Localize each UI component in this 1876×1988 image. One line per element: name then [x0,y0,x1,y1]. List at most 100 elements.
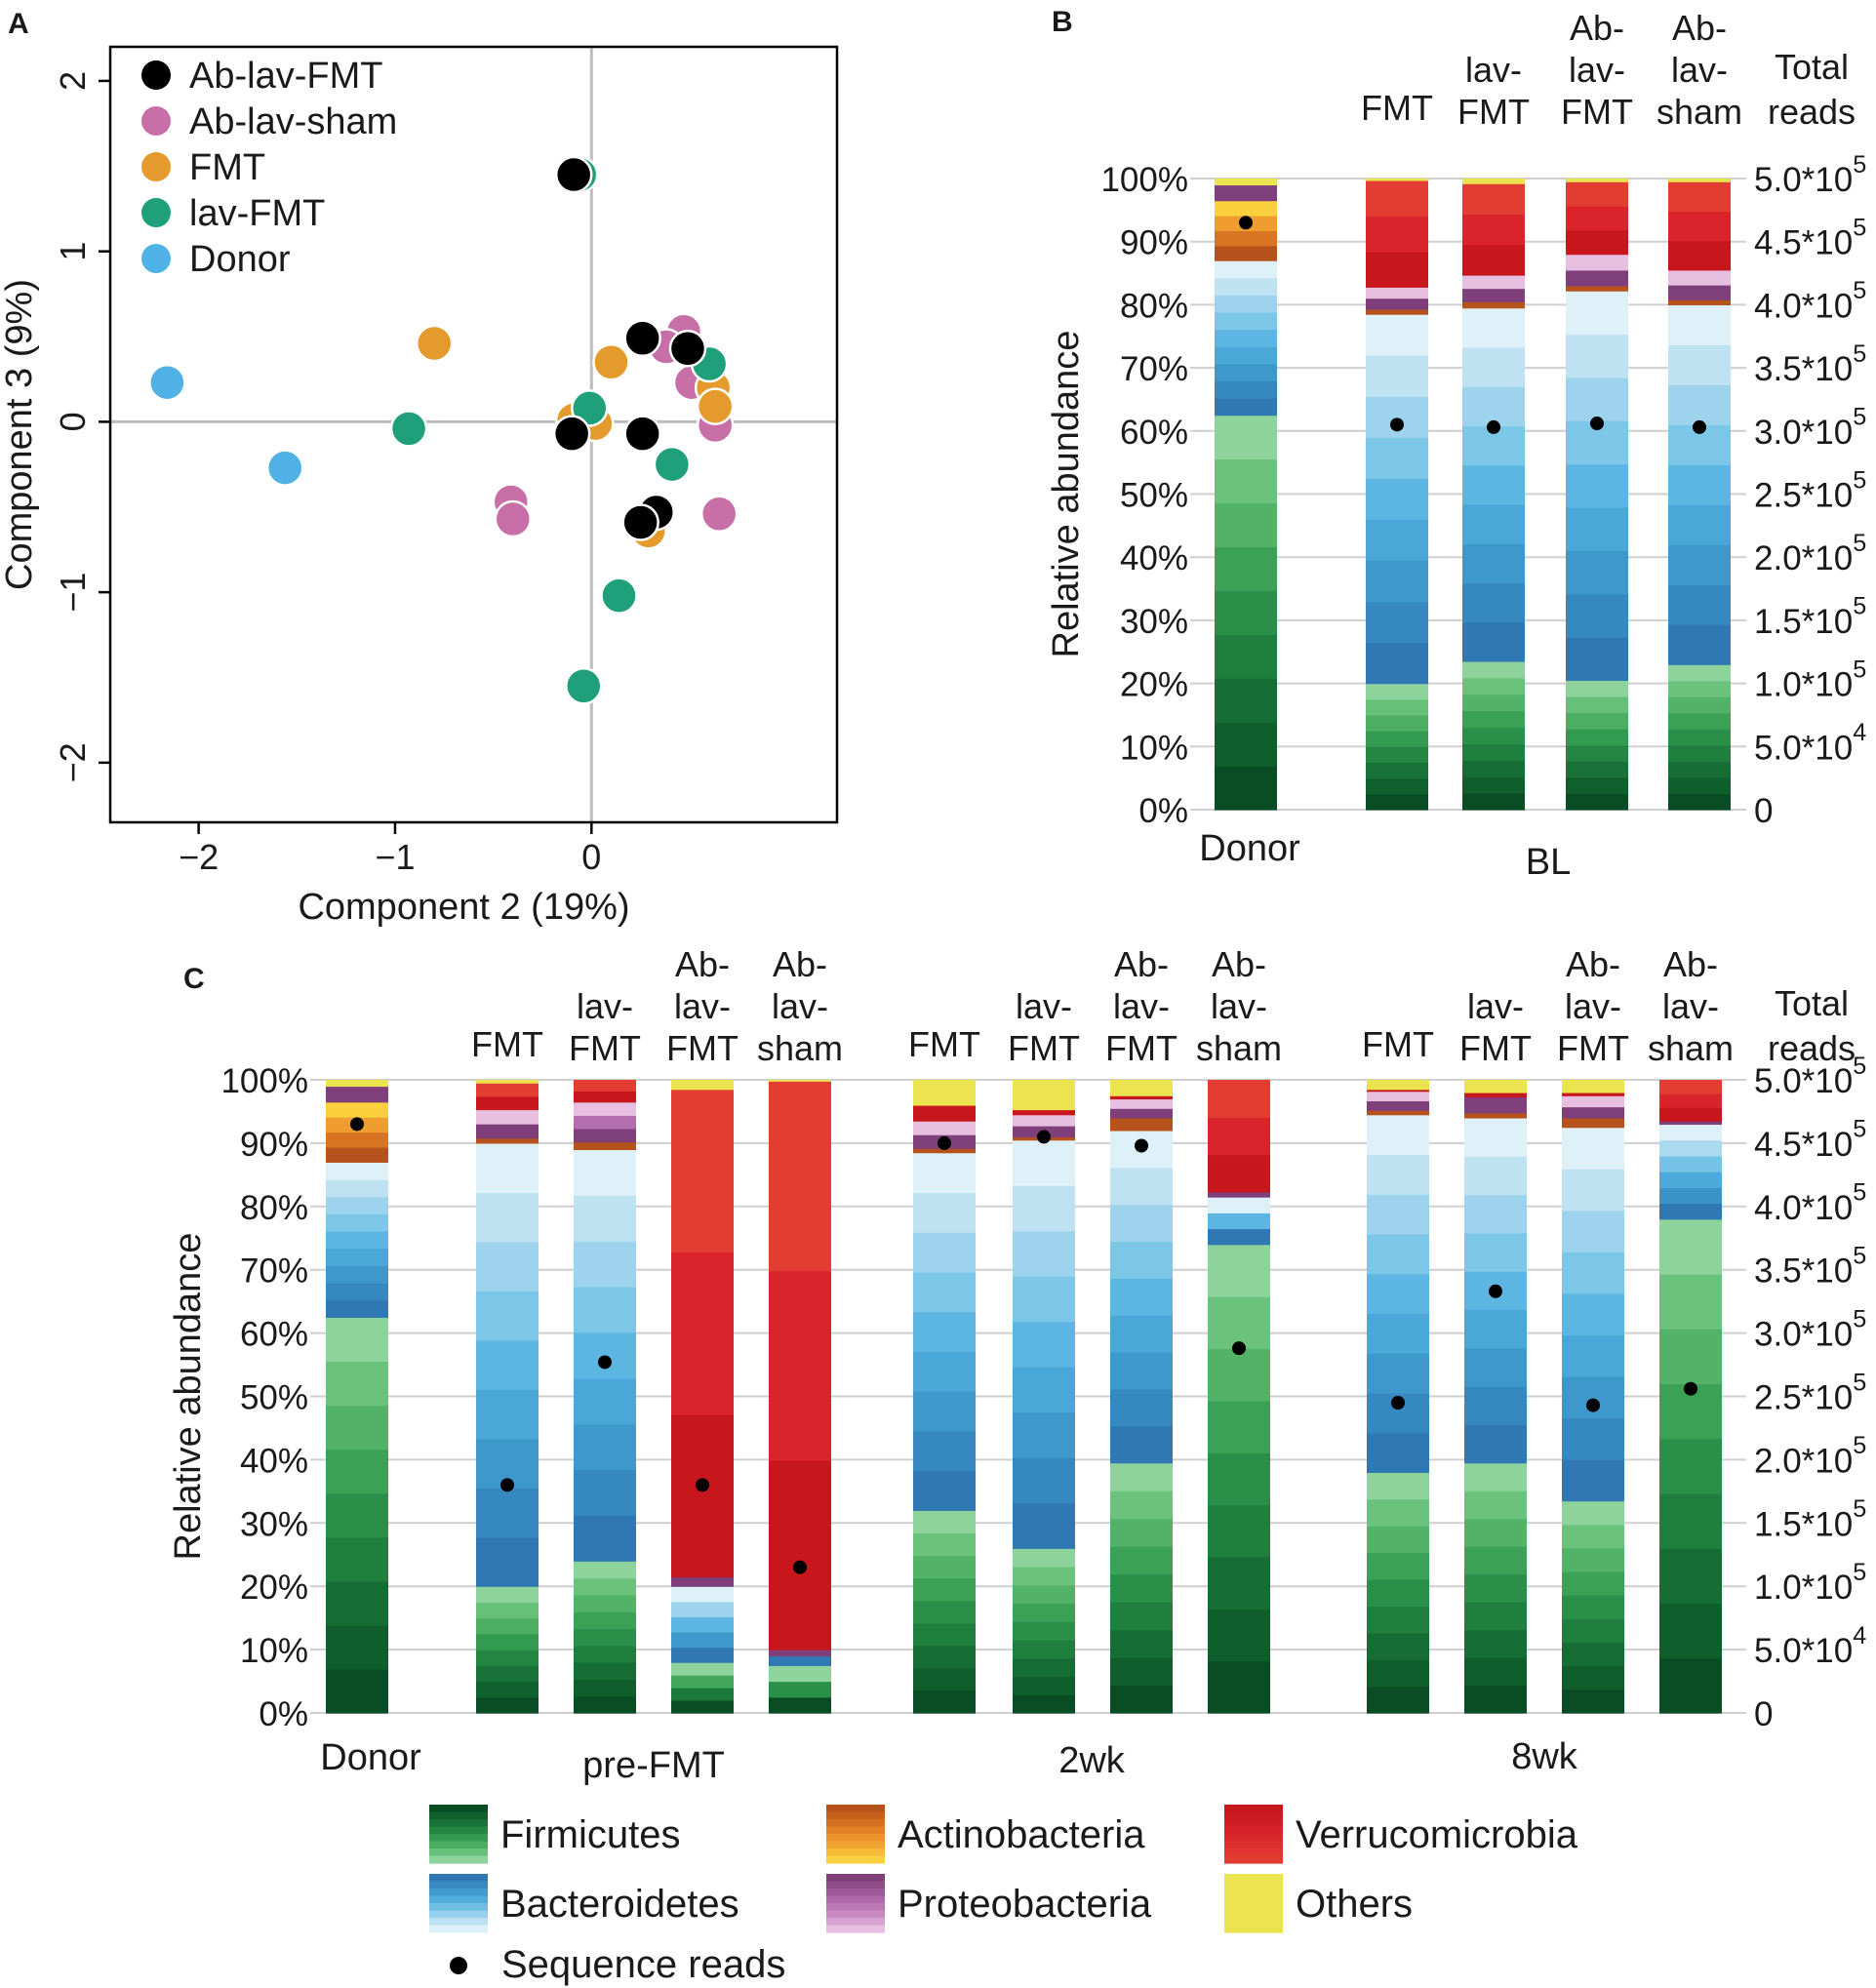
bar-segment-bacteroidetes [476,1488,539,1538]
legend-swatch-band [1224,1834,1283,1843]
bar-segment-others [326,1080,388,1088]
bar-segment-firmicutes [1659,1493,1722,1549]
bar-segment-firmicutes [913,1577,976,1602]
y2-tick-label: 2.0*105 [1754,530,1866,577]
stacked-bar [671,1080,734,1714]
bar-segment-others [1367,1080,1429,1091]
bar-segment-firmicutes [574,1679,636,1697]
bar-segment-verrucomicrobia [769,1459,831,1650]
bar-segment-actinobacteria [326,1146,388,1163]
group-label: 8wk [1511,1736,1578,1777]
y2-tick-label: 3.0*105 [1754,404,1866,452]
bar-segment-firmicutes [326,1492,388,1538]
legend-marker [141,60,171,90]
bar-segment-firmicutes [1110,1657,1173,1687]
bar-segment-bacteroidetes [1013,1230,1075,1277]
y2-tick-label: 5.0*104 [1754,719,1866,767]
bar-segment-bacteroidetes [1013,1185,1075,1232]
bar-segment-proteobacteria [1367,1091,1429,1102]
bar-segment-firmicutes [476,1617,539,1635]
y-tick-label: 70% [1120,350,1188,388]
bar-segment-firmicutes [671,1675,734,1689]
legend-swatch [826,1805,885,1864]
bar-segment-bacteroidetes [326,1299,388,1318]
bar-header-label: lav- [674,986,731,1026]
legend-swatch-band [1224,1903,1283,1912]
bar-segment-bacteroidetes [1110,1167,1173,1206]
bar-segment-proteobacteria [671,1576,734,1587]
bar-segment-verrucomicrobia [671,1252,734,1415]
bar-segment-firmicutes [1462,743,1525,761]
bar-segment-firmicutes [1462,677,1525,696]
bar-segment-proteobacteria [1562,1106,1624,1119]
legend-swatch-band [429,1819,488,1828]
bar-segment-firmicutes [1208,1296,1270,1350]
legend-swatch-band [429,1834,488,1843]
legend-swatch-band [1224,1841,1283,1849]
bar-segment-firmicutes [476,1681,539,1698]
stacked-bar [1659,1080,1722,1714]
sequence-reads-dot [1590,417,1604,431]
bar-segment-bacteroidetes [913,1311,976,1352]
bar-header-label: FMT [1459,1028,1532,1068]
bar-segment-actinobacteria [1668,299,1731,305]
bar-segment-bacteroidetes [1215,277,1277,296]
panel-b: B 0% 10% 20% 30% 40% 50% 60% 70% 80% 90% 100% 0 5.0*1… [1046,6,1866,883]
bar-segment-bacteroidetes [1562,1375,1624,1419]
bar-segment-proteobacteria [1215,184,1277,202]
legend-swatch-band [429,1925,488,1933]
legend-swatch-band [1224,1925,1283,1933]
bar-segment-firmicutes [574,1611,636,1630]
bar-segment-bacteroidetes [1215,346,1277,365]
bar-segment-firmicutes [1562,1500,1624,1526]
bar-segment-actinobacteria [574,1141,636,1150]
bar-segment-bacteroidetes [671,1586,734,1603]
bar-segment-firmicutes [574,1662,636,1680]
legend-label: Ab-lav-FMT [189,56,382,97]
bar-segment-firmicutes [1366,793,1428,811]
sequence-reads-dot [696,1478,709,1492]
group-label: 2wk [1058,1740,1126,1781]
bar-segment-firmicutes [1668,776,1731,795]
bar-segment-bacteroidetes [1462,543,1525,584]
bar-segment-verrucomicrobia [1659,1107,1722,1122]
bar-segment-verrucomicrobia [1208,1080,1270,1118]
bar-segment-bacteroidetes [1013,1411,1075,1458]
stacked-bar [1464,1080,1527,1714]
bar-segment-others [913,1080,976,1106]
stacked-bar [1566,179,1628,811]
y-tick-label: 60% [1120,414,1188,452]
bar-segment-verrucomicrobia [574,1091,636,1103]
legend-swatch-band [1224,1910,1283,1919]
bar-segment-bacteroidetes [1668,624,1731,665]
bar-segment-proteobacteria [476,1109,539,1125]
bar-segment-firmicutes [913,1645,976,1669]
bar-segment-bacteroidetes [574,1287,636,1333]
scatter-points [148,155,738,705]
bar-segment-firmicutes [1668,664,1731,682]
bar-header-label: lav- [1016,986,1072,1026]
legend-label: Donor [189,239,291,280]
legend-swatch-band [429,1805,488,1813]
bar-segment-firmicutes [1215,502,1277,548]
bar-segment-bacteroidetes [326,1265,388,1284]
bar-segment-proteobacteria [1366,287,1428,299]
bar-segment-firmicutes [1208,1244,1270,1297]
bar-header-label: lav- [1565,986,1621,1026]
bar-segment-others [1464,1080,1527,1093]
bar-header-label: Ab- [1114,944,1169,984]
group-label: Donor [1199,828,1300,869]
bar-header-label: FMT [908,1024,980,1064]
legend-swatch [826,1874,885,1933]
bar-segment-bacteroidetes [1464,1347,1527,1387]
y-tick-label: −1 [53,573,93,613]
bar-segment-verrucomicrobia [671,1089,734,1252]
y-tick-label: 2 [53,71,93,91]
bar-segment-bacteroidetes [1110,1278,1173,1316]
sequence-reads-dot [1037,1130,1051,1144]
bar-segment-firmicutes [1215,634,1277,679]
bar-segment-verrucomicrobia [1462,244,1525,276]
y-tick-label: 40% [1120,539,1188,577]
bar-segment-others [1013,1080,1075,1111]
bar-segment-bacteroidetes [1462,582,1525,623]
